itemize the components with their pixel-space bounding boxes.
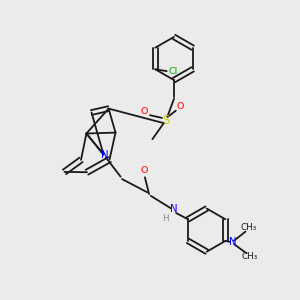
Text: N: N <box>229 237 236 248</box>
Text: N: N <box>170 204 178 214</box>
Text: O: O <box>141 107 148 116</box>
Text: Cl: Cl <box>169 67 178 76</box>
Text: CH₃: CH₃ <box>241 224 257 232</box>
Text: CH₃: CH₃ <box>242 252 258 261</box>
Text: O: O <box>177 102 184 111</box>
Text: N: N <box>101 149 109 160</box>
Text: O: O <box>140 166 147 175</box>
Text: S: S <box>162 114 169 127</box>
Text: H: H <box>162 214 169 223</box>
